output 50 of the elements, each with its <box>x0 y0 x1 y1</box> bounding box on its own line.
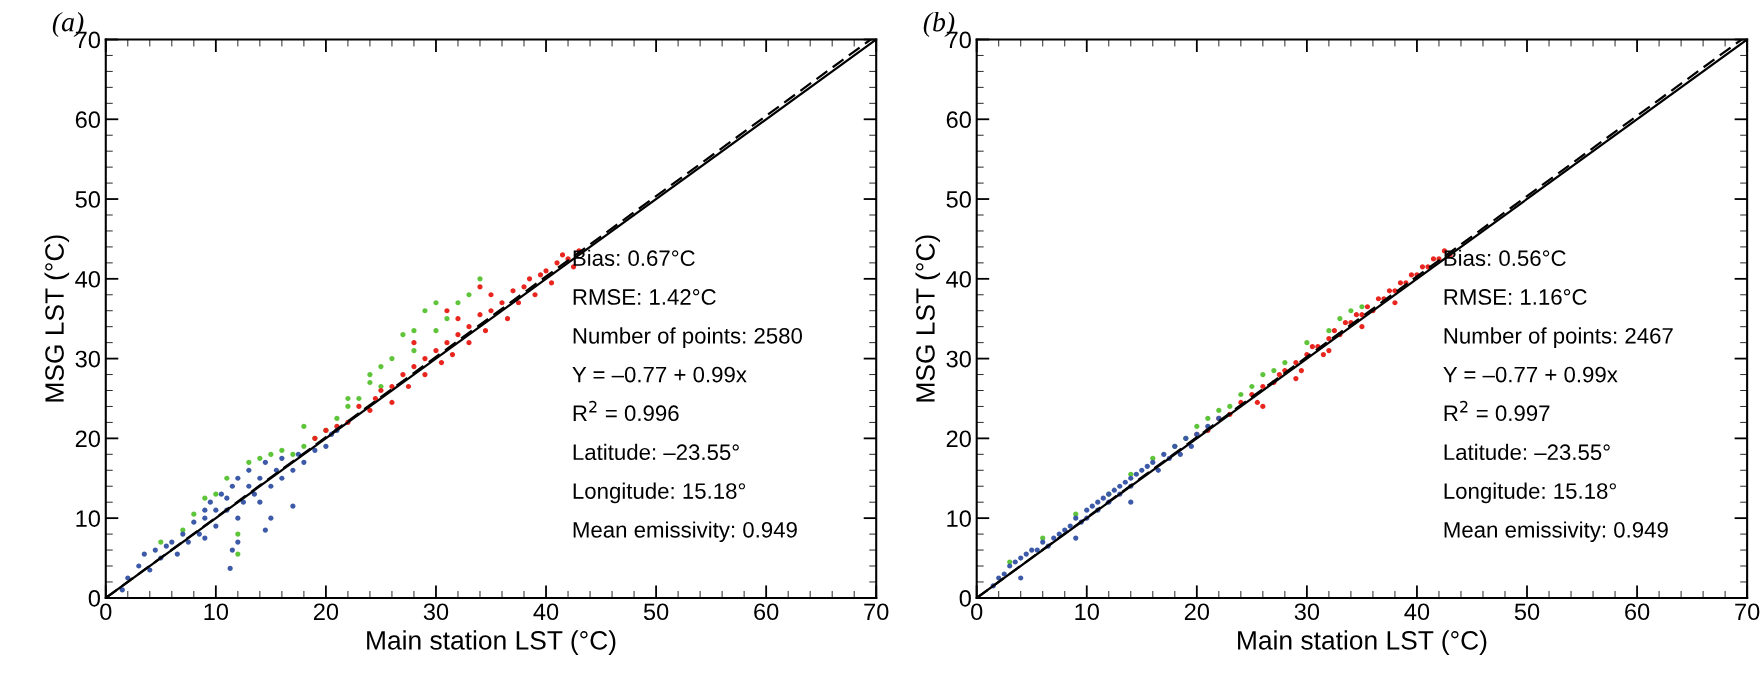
y-axis-title: MSG LST (°C) <box>915 235 941 402</box>
x-tick-label: 0 <box>100 603 112 621</box>
y-axis-title: MSG LST (°C) <box>44 235 70 402</box>
x-tick-label: 60 <box>1625 603 1650 621</box>
y-tick-label: 60 <box>946 111 971 129</box>
x-axis-title: Main station LST (°C) <box>1238 630 1487 655</box>
x-tick-label: 30 <box>423 603 449 621</box>
annotation: Number of points: 2467 <box>1444 327 1673 349</box>
y-tick-label: 30 <box>75 350 100 368</box>
y-tick-label: 60 <box>75 111 100 129</box>
x-tick-label: 40 <box>1404 603 1430 621</box>
y-tick-label: 30 <box>946 350 971 368</box>
x-axis-title: Main station LST (°C) <box>367 630 616 655</box>
annotation: Y = –0.77 + 0.99x <box>1443 366 1618 383</box>
x-tick-label: 0 <box>971 603 983 621</box>
annotation: RMSE: 1.16°C <box>1444 289 1587 305</box>
annotation: RMSE: 1.42°C <box>573 289 716 305</box>
annotation: Mean emissivity: 0.949 <box>1444 521 1668 543</box>
y-tick-label: 50 <box>946 191 971 208</box>
y-tick-label: 10 <box>76 510 100 527</box>
x-tick-label: 40 <box>533 603 559 621</box>
x-tick-label: 20 <box>313 603 339 621</box>
x-tick-label: 10 <box>204 603 229 621</box>
annotation: Latitude: –23.55° <box>573 443 739 461</box>
x-tick-label: 60 <box>754 603 779 621</box>
annotation: Bias: 0.56°C <box>1444 249 1566 267</box>
x-tick-label: 10 <box>1075 603 1099 621</box>
annotation: Longitude: 15.18° <box>1444 482 1616 504</box>
annotation: R$^{2}$ = 0.997 <box>1444 400 1550 422</box>
annotation: Latitude: –23.55° <box>1444 443 1610 461</box>
annotation: R$^{2}$ = 0.996 <box>573 400 679 422</box>
annotation: Number of points: 2580 <box>573 327 803 349</box>
x-tick-label: 30 <box>1294 603 1320 621</box>
annotation: Mean emissivity: 0.949 <box>573 521 797 543</box>
annotation: Longitude: 15.18° <box>573 482 746 504</box>
y-tick-label: 40 <box>946 270 971 288</box>
y-tick-label: 10 <box>947 510 971 527</box>
x-tick-label: 70 <box>864 603 889 621</box>
y-tick-label: 50 <box>75 191 100 208</box>
y-tick-label: 20 <box>75 430 100 448</box>
x-tick-label: 50 <box>1514 603 1540 621</box>
y-tick-label: 0 <box>88 589 100 607</box>
y-tick-label: 20 <box>946 430 971 448</box>
annotation: Bias: 0.67°C <box>573 249 695 267</box>
x-tick-label: 70 <box>1735 603 1760 621</box>
x-tick-label: 20 <box>1184 603 1210 621</box>
x-tick-label: 50 <box>643 603 669 621</box>
annotation: Y = –0.77 + 0.99x <box>572 366 747 383</box>
y-tick-label: 0 <box>959 589 971 607</box>
y-tick-label: 40 <box>75 270 100 288</box>
